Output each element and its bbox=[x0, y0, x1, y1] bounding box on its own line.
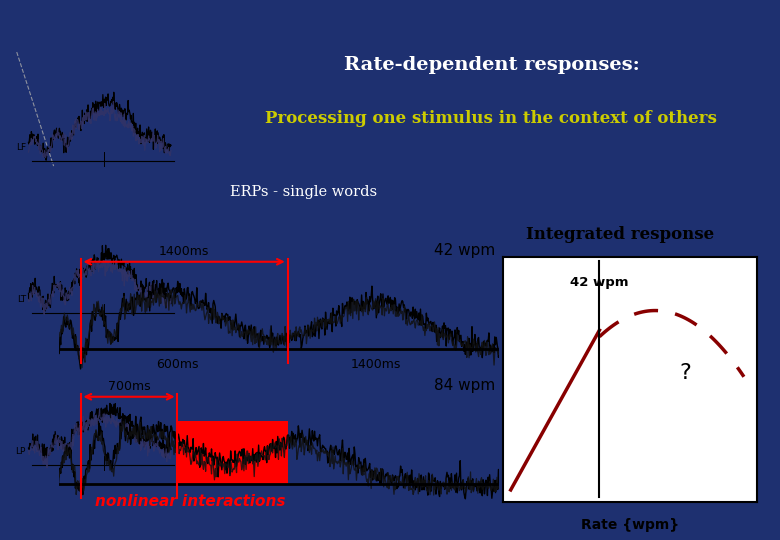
Text: LF: LF bbox=[16, 143, 26, 152]
Text: ERPs - single words: ERPs - single words bbox=[230, 185, 378, 199]
Text: 700ms: 700ms bbox=[108, 380, 151, 393]
Text: 84 wpm: 84 wpm bbox=[434, 378, 495, 393]
Bar bbox=[178, 421, 288, 484]
Text: Rate {wpm}: Rate {wpm} bbox=[581, 518, 679, 532]
Text: Rate-dependent responses:: Rate-dependent responses: bbox=[343, 56, 640, 74]
Text: 42 wpm: 42 wpm bbox=[570, 276, 629, 289]
Text: 42 wpm: 42 wpm bbox=[434, 243, 495, 258]
Text: Processing one stimulus in the context of others: Processing one stimulus in the context o… bbox=[265, 110, 718, 127]
Text: LP: LP bbox=[16, 447, 26, 456]
Text: 600ms: 600ms bbox=[156, 357, 199, 370]
Text: 1400ms: 1400ms bbox=[351, 357, 401, 370]
Text: 1400ms: 1400ms bbox=[159, 245, 209, 258]
Text: LT: LT bbox=[17, 295, 26, 303]
Text: nonlinear interactions: nonlinear interactions bbox=[95, 494, 286, 509]
Text: ?: ? bbox=[679, 363, 692, 383]
Text: Integrated response: Integrated response bbox=[526, 226, 714, 243]
